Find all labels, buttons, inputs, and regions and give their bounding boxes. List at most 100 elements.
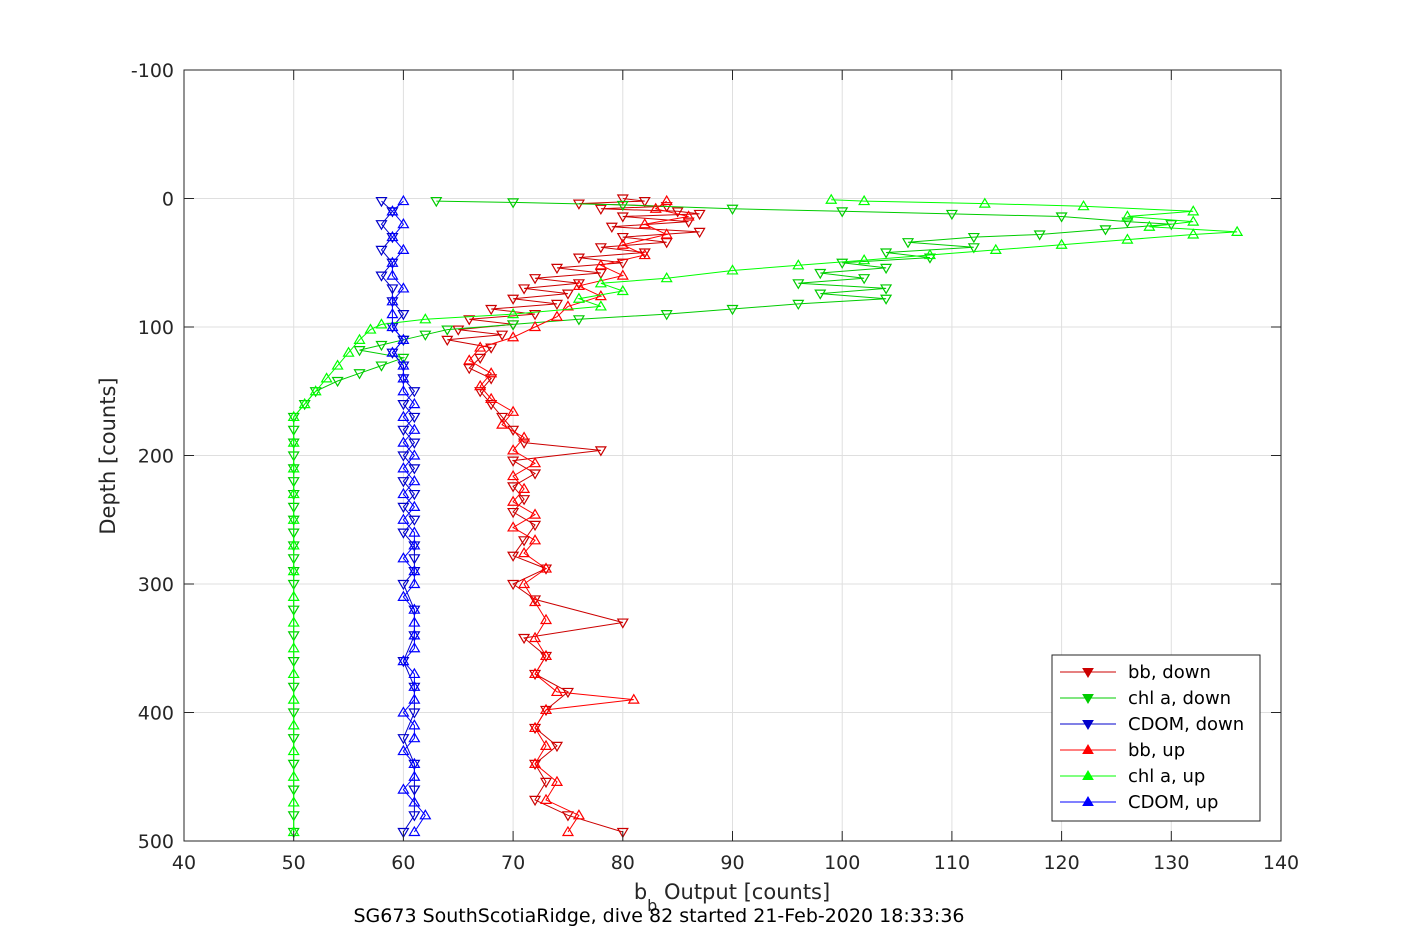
data-point (539, 703, 553, 715)
data-point (693, 227, 706, 239)
data-point (507, 444, 520, 455)
data-point (364, 323, 377, 334)
legend-marker (1082, 770, 1094, 780)
data-point (408, 785, 421, 796)
data-point (726, 204, 739, 215)
data-point (287, 616, 300, 627)
data-point (507, 482, 520, 493)
data-point (616, 232, 629, 244)
data-point (1143, 220, 1156, 231)
data-point (572, 279, 585, 290)
data-point (375, 196, 388, 208)
data-point (397, 744, 410, 756)
data-point (386, 230, 399, 242)
x-tick-label: 110 (934, 852, 970, 874)
data-point (408, 500, 421, 511)
data-point (507, 307, 520, 319)
data-point (638, 218, 651, 229)
data-point (539, 651, 553, 663)
y-tick-label: 400 (138, 703, 174, 725)
data-point (539, 562, 553, 573)
data-point (386, 205, 399, 216)
data-point (375, 318, 388, 329)
data-point (287, 487, 300, 499)
data-point (397, 513, 410, 524)
data-point (880, 294, 893, 305)
data-point (408, 577, 421, 589)
data-point (528, 723, 542, 735)
data-point (1121, 210, 1134, 221)
data-point (397, 353, 410, 365)
data-point (441, 325, 454, 336)
data-point (408, 732, 421, 743)
data-point (528, 320, 542, 332)
data-point (287, 462, 300, 473)
data-point (660, 238, 673, 249)
data-point (528, 667, 542, 679)
data-point (496, 418, 509, 429)
data-point (419, 313, 432, 324)
data-point (331, 376, 344, 388)
legend-box (1051, 654, 1261, 822)
data-point (375, 361, 388, 372)
data-point (528, 508, 542, 519)
data-point (408, 719, 421, 730)
data-point (880, 284, 893, 295)
data-point (408, 397, 421, 409)
series-chl-a-up (287, 193, 1244, 837)
legend-item: CDOM, up (1060, 792, 1218, 813)
data-point (485, 374, 498, 385)
series-cdom-up (386, 194, 432, 837)
data-point (967, 232, 980, 244)
data-point (463, 354, 476, 365)
data-point (485, 304, 498, 316)
x-tick-label: 40 (172, 852, 196, 874)
y-tick-label: -100 (131, 60, 174, 82)
data-point (287, 436, 300, 447)
ticks: 40 50 60 70 80 90 100 110 120 130 140 -100 0 100 200 30… (131, 60, 1299, 874)
data-point (386, 269, 399, 280)
data-point (397, 734, 410, 745)
data-point (397, 783, 410, 794)
data-point (539, 705, 553, 717)
data-point (1231, 225, 1244, 237)
data-point (485, 392, 498, 404)
data-point (518, 546, 531, 558)
data-point (572, 292, 585, 303)
data-point (397, 194, 410, 206)
series-layer (287, 193, 1244, 839)
data-point (331, 359, 344, 370)
x-tick-label: 80 (611, 852, 635, 874)
data-point (408, 642, 421, 653)
data-point (550, 310, 564, 321)
data-point (408, 770, 421, 781)
data-point (528, 757, 542, 768)
data-point (287, 744, 300, 756)
data-point (397, 385, 410, 396)
data-point (353, 346, 366, 357)
data-point (1187, 205, 1200, 216)
data-point (386, 284, 399, 295)
data-point (1121, 233, 1134, 244)
x-tick-label: 130 (1153, 852, 1189, 874)
data-point (397, 425, 410, 436)
data-point (528, 520, 542, 532)
data-point (408, 564, 421, 576)
data-point (726, 304, 739, 316)
data-point (397, 436, 410, 447)
x-tick-label: 70 (501, 852, 525, 874)
data-point (408, 423, 421, 434)
data-point (518, 284, 531, 295)
x-tick-label: 140 (1263, 852, 1299, 874)
data-point (474, 379, 487, 391)
series-line (468, 200, 689, 833)
data-point (287, 564, 300, 576)
data-point (386, 232, 399, 244)
data-point (1187, 215, 1200, 226)
legend-label: CDOM, down (1128, 714, 1244, 735)
data-point (408, 567, 421, 578)
data-point (287, 412, 300, 424)
data-point (638, 248, 651, 260)
data-point (287, 770, 300, 781)
data-point (408, 489, 421, 501)
